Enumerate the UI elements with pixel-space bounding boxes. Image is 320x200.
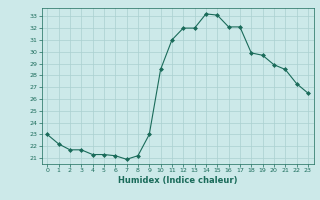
- X-axis label: Humidex (Indice chaleur): Humidex (Indice chaleur): [118, 176, 237, 185]
